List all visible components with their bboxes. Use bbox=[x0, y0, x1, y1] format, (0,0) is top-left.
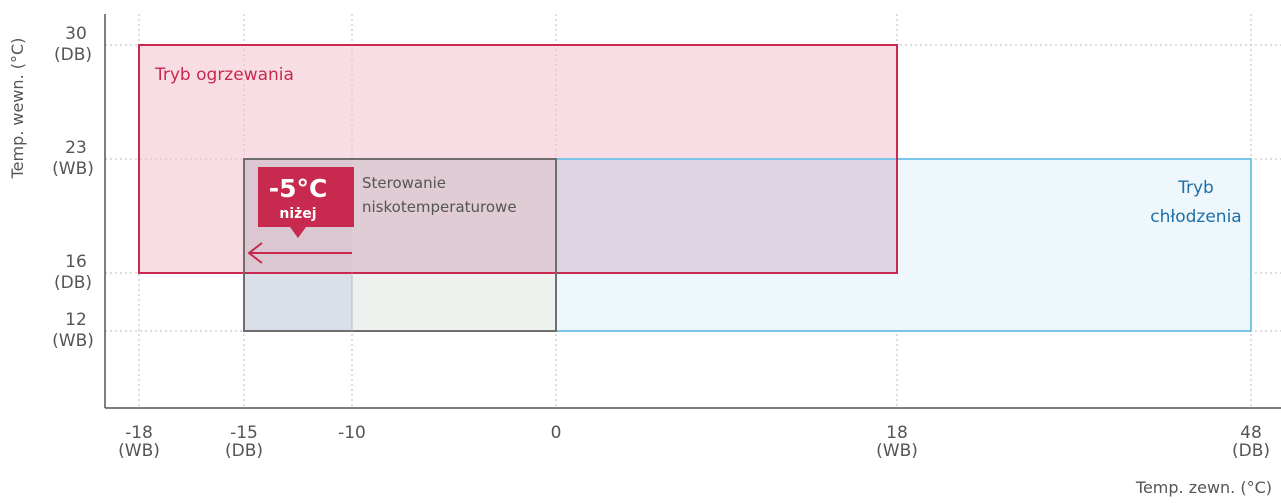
x-tick-label: 0 bbox=[551, 423, 562, 443]
badge-amount: -5°C bbox=[269, 174, 328, 203]
arrow-head bbox=[247, 242, 263, 264]
heating-cooling-overlap bbox=[556, 159, 897, 273]
badge-shape bbox=[258, 167, 354, 238]
y-axis-title: Temp. wewn. (°C) bbox=[8, 38, 27, 180]
x-tick-sub-label: (WB) bbox=[118, 441, 160, 461]
y-tick-label: 30 bbox=[65, 24, 87, 44]
low-temp-control-label-line2: niskotemperaturowe bbox=[362, 198, 517, 216]
extension-badge: -5°C niżej bbox=[258, 167, 354, 238]
y-tick-sub-label: (DB) bbox=[54, 45, 92, 65]
x-tick-label: 48 bbox=[1240, 423, 1262, 443]
y-tick-label: 23 bbox=[65, 138, 87, 158]
y-tick-sub-label: (WB) bbox=[52, 331, 94, 351]
extension-arrow bbox=[247, 242, 352, 264]
axes: -18(WB)-15(DB)-10 0 18(WB)48(DB)30(DB)23(W… bbox=[52, 14, 1281, 461]
cooling-mode-label-line1: Tryb bbox=[1177, 178, 1214, 198]
x-tick-label: 18 bbox=[886, 423, 908, 443]
y-tick-sub-label: (WB) bbox=[52, 159, 94, 179]
low-temp-control-label-line1: Sterowanie bbox=[362, 174, 446, 192]
x-tick-label: -18 bbox=[125, 423, 153, 443]
y-tick-label: 16 bbox=[65, 252, 87, 272]
x-tick-label: -10 bbox=[338, 423, 366, 443]
y-tick-sub-label: (DB) bbox=[54, 273, 92, 293]
cooling-mode-label-line2: chłodzenia bbox=[1150, 207, 1241, 227]
badge-sub: niżej bbox=[279, 206, 316, 222]
low-temp-control-border bbox=[243, 158, 557, 332]
x-axis-title: Temp. zewn. (°C) bbox=[1135, 478, 1272, 497]
heating-mode-label: Tryb ogrzewania bbox=[154, 65, 294, 85]
heating-mode-border bbox=[138, 44, 898, 274]
x-tick-sub-label: (WB) bbox=[876, 441, 918, 461]
x-tick-sub-label: (DB) bbox=[1232, 441, 1270, 461]
x-tick-label: -15 bbox=[230, 423, 258, 443]
y-tick-label: 12 bbox=[65, 310, 87, 330]
x-tick-sub-label: (DB) bbox=[225, 441, 263, 461]
